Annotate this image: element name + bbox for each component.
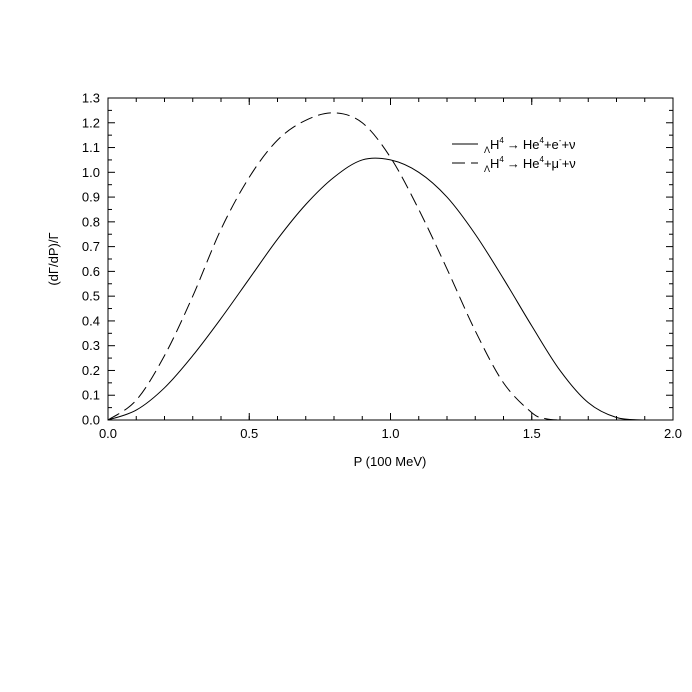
legend: ΛH4 → He4+e-+ν ΛH4 → He4+μ-+ν xyxy=(452,136,576,174)
y-tick-label: 0.2 xyxy=(82,363,100,378)
y-tick-label: 0.9 xyxy=(82,190,100,205)
y-axis-label: (dΓ/dP)/Γ xyxy=(46,232,61,285)
ticks: 0.0 0.5 1.0 1.5 2.0 0.0 0.1 0.2 0.3 0.4 0.5 0.6 0.7 0… xyxy=(82,91,682,442)
x-tick-label: 0.0 xyxy=(99,426,117,441)
legend-label-electron: ΛH4 → He4+e-+ν xyxy=(484,136,576,155)
y-tick-label: 1.0 xyxy=(82,165,100,180)
series-line-muon xyxy=(107,112,561,421)
legend-label-muon: ΛH4 → He4+μ-+ν xyxy=(484,155,576,174)
y-tick-label: 0.0 xyxy=(82,413,100,428)
y-tick-label: 0.1 xyxy=(82,388,100,403)
plot-frame xyxy=(107,97,674,421)
x-tick-label: 2.0 xyxy=(664,426,682,441)
y-tick-label: 0.4 xyxy=(82,313,100,328)
x-tick-label: 1.0 xyxy=(381,426,399,441)
curves xyxy=(107,112,645,421)
x-axis-label: P (100 MeV) xyxy=(354,454,427,469)
x-tick-label: 0.5 xyxy=(240,426,258,441)
y-tick-label: 1.2 xyxy=(82,115,100,130)
series-line-electron xyxy=(107,157,645,421)
y-tick-label: 0.7 xyxy=(82,239,100,254)
x-tick-label: 1.5 xyxy=(523,426,541,441)
y-tick-label: 0.8 xyxy=(82,214,100,229)
y-tick-label: 0.6 xyxy=(82,264,100,279)
y-tick-label: 0.5 xyxy=(82,289,100,304)
y-tick-label: 0.3 xyxy=(82,338,100,353)
y-tick-label: 1.1 xyxy=(82,140,100,155)
y-tick-label: 1.3 xyxy=(82,91,100,106)
